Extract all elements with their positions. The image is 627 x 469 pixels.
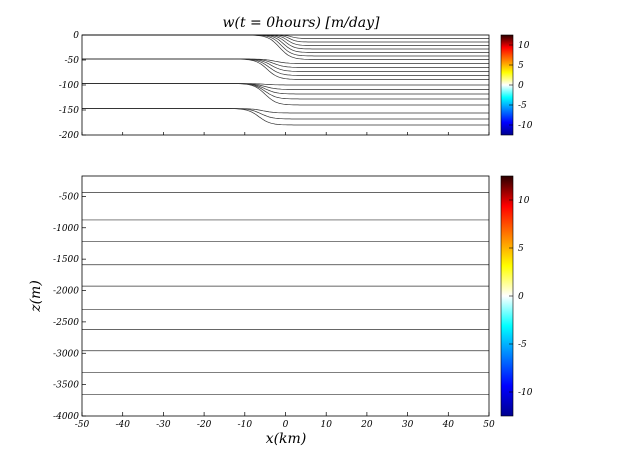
top-contour-line-16 (82, 83, 489, 106)
bottom-y-tick-label: -1500 (53, 255, 79, 265)
top-contour-line-4 (82, 34, 489, 53)
bottom-x-tick-label: 10 (320, 420, 332, 430)
chart-title: w(t = 0hours) [m/day] (223, 15, 381, 31)
bottom-plot-frame (81, 175, 490, 417)
bottom-y-tick-label: -4000 (53, 412, 79, 422)
y-axis-label: z(m) (28, 280, 44, 313)
top-y-tick-label: -200 (59, 131, 79, 141)
top-colorbar-tick-label: -10 (518, 121, 533, 131)
top-y-axis: 0 -50 -100 -150 -200 (59, 31, 490, 141)
bottom-x-tick-label: 20 (360, 420, 373, 430)
bottom-contour-lines (82, 192, 489, 396)
bottom-x-tick-label: 0 (283, 420, 289, 430)
bottom-colorbar-ticks: 10 5 0 -5 -10 (509, 196, 533, 398)
bottom-x-tick-label: 40 (442, 420, 455, 430)
bottom-colorbar-tick-label: -10 (518, 388, 533, 398)
top-contour-line-18 (82, 108, 489, 120)
top-y-tick-label: -100 (59, 81, 79, 91)
top-contour-line-17 (82, 108, 489, 114)
bottom-colorbar-tick-label: 0 (518, 292, 524, 302)
top-plot-frame (81, 34, 490, 136)
bottom-x-tick-label: 50 (483, 420, 495, 430)
top-contour-lines (82, 34, 489, 126)
bottom-colorbar: 10 5 0 -5 -10 (500, 175, 533, 417)
x-axis-label: x(km) (266, 431, 307, 447)
bottom-x-axis: -50 -40 -30 -20 -10 0 10 20 30 40 50 (75, 412, 495, 430)
bottom-y-axis: -500 -1000 -1500 -2000 -2500 -3000 -3500 -4000 (53, 192, 86, 422)
bottom-y-tick-label: -2000 (53, 287, 79, 297)
top-colorbar-tick-label: 5 (518, 61, 524, 71)
top-colorbar-tick-label: 10 (518, 41, 530, 51)
bottom-y-tick-label: -3000 (53, 349, 79, 359)
top-contour-line-19 (82, 108, 489, 126)
top-colorbar-tick-label: 0 (518, 81, 524, 91)
bottom-panel: -500-1000-1500-2000-2500-3000-3500-4000 … (53, 175, 495, 430)
bottom-x-tick-label: -40 (115, 420, 130, 430)
bottom-colorbar-tick-label: 5 (518, 244, 524, 254)
top-contour-line-9 (82, 58, 489, 72)
top-y-tick-label: 0 (73, 31, 79, 41)
bottom-y-tick-label: -500 (59, 192, 79, 202)
top-colorbar-tick-label: -5 (518, 101, 527, 111)
top-contour-line-11 (82, 58, 489, 80)
bottom-colorbar-tick-label: 10 (518, 196, 530, 206)
top-y-tick-label: -50 (65, 56, 80, 66)
top-colorbar: 10 5 0 -5 -10 (500, 34, 533, 136)
bottom-x-tick-label: -30 (156, 420, 171, 430)
bottom-x-tick-label: -10 (238, 420, 253, 430)
bottom-y-tick-label: -2500 (53, 318, 79, 328)
bottom-x-tick-label: 30 (402, 420, 414, 430)
top-colorbar-ticks: 10 5 0 -5 -10 (509, 41, 533, 131)
top-panel: 0 -50 -100 -150 -200 (59, 31, 490, 141)
bottom-y-tick-label: -1000 (53, 224, 79, 234)
bottom-colorbar-tick-label: -5 (518, 340, 527, 350)
top-y-tick-label: -150 (59, 106, 79, 116)
top-contour-line-13 (82, 83, 489, 90)
bottom-y-tick-label: -3500 (53, 381, 79, 391)
bottom-x-tick-label: -50 (75, 420, 90, 430)
bottom-x-tick-label: -20 (197, 420, 212, 430)
top-contour-line-15 (82, 83, 489, 100)
